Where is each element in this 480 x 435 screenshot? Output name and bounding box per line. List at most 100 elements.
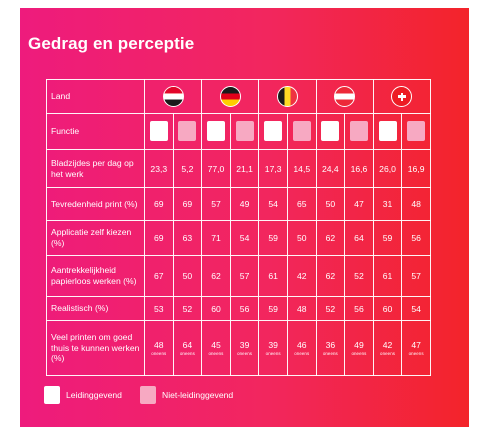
cell-value: 48 (154, 340, 164, 350)
table-row: Tevredenheid print (%) 69 69 57 49 54 65… (46, 187, 431, 221)
cell-sublabel: oneens (265, 351, 281, 356)
table-cell: 57 (201, 187, 231, 221)
cell-value: 39 (268, 340, 278, 350)
non-leading-person-icon (349, 120, 368, 141)
legend-non-leading: Niet-leidinggevend (140, 385, 233, 405)
country-belgium (258, 79, 317, 114)
table-cell: 57 (401, 255, 431, 297)
table-cell: 48 oneens (144, 320, 174, 376)
leading-person-icon (44, 386, 60, 404)
cell-sublabel: oneens (380, 351, 396, 356)
table-cell: 46 oneens (286, 320, 317, 376)
table-cell: 62 (315, 220, 346, 256)
table-cell: 53 (144, 296, 174, 321)
table-cell: 77,0 (201, 149, 231, 188)
cell-value: 49 (354, 340, 364, 350)
non-leading-person-icon (235, 120, 254, 141)
table-cell: 31 (372, 187, 403, 221)
behaviour-table: Land Functie Bladzijdes per dag op het w… (46, 79, 431, 376)
leading-person-icon (321, 120, 340, 141)
table-cell: 16,6 (344, 149, 374, 188)
table-cell: 23,3 (144, 149, 174, 188)
table-cell: 48 (401, 187, 431, 221)
function-row: Functie (46, 113, 431, 150)
table-cell: 61 (258, 255, 288, 297)
table-cell: 47 (344, 187, 374, 221)
table-cell: 48 (286, 296, 317, 321)
cell-value: 45 (211, 340, 221, 350)
table-cell: 50 (286, 220, 317, 256)
table-cell: 60 (372, 296, 403, 321)
table-cell: 71 (201, 220, 231, 256)
table-cell: 45 oneens (201, 320, 231, 376)
table-cell: 39 oneens (229, 320, 260, 376)
table-row: Realistisch (%) 53 52 60 56 59 48 52 56 … (46, 296, 431, 321)
table-cell: 64 (344, 220, 374, 256)
row-label: Tevredenheid print (%) (46, 187, 145, 221)
table-cell: 50 (315, 187, 346, 221)
table-cell: 49 (229, 187, 260, 221)
cell-sublabel: oneens (151, 351, 167, 356)
row-label: Applicatie zelf kiezen (%) (46, 220, 145, 256)
row-label: Veel printen om goed thuis te kunnen wer… (46, 320, 145, 376)
table-cell: 17,3 (258, 149, 288, 188)
table-cell: 61 (372, 255, 403, 297)
belgium-flag-icon (276, 86, 298, 107)
table-cell: 52 (315, 296, 346, 321)
land-label: Land (46, 79, 145, 114)
table-cell: 26,0 (372, 149, 403, 188)
table-cell: 14,5 (286, 149, 317, 188)
row-label: Bladzijdes per dag op het werk (46, 149, 145, 188)
table-cell: 42 (286, 255, 317, 297)
cell-value: 42 (382, 340, 393, 350)
leading-person-icon (378, 120, 397, 141)
table-cell: 16,9 (401, 149, 431, 188)
switzerland-flag-icon (391, 86, 413, 107)
legend-leading-label: Leidinggevend (66, 390, 122, 400)
table-cell: 62 (315, 255, 346, 297)
table-cell: 39 oneens (258, 320, 288, 376)
country-row: Land (46, 79, 431, 114)
table-cell: 52 (344, 255, 374, 297)
table-cell: 42 oneens (372, 320, 403, 376)
table-cell: 56 (344, 296, 374, 321)
table-cell: 57 (229, 255, 260, 297)
cell-sublabel: oneens (351, 351, 367, 356)
country-germany (201, 79, 260, 114)
cell-value: 36 (325, 340, 336, 350)
legend-non-leading-label: Niet-leidinggevend (162, 390, 234, 400)
table-cell: 50 (172, 255, 203, 297)
non-leading-person-icon (292, 120, 311, 141)
table-row: Bladzijdes per dag op het werk 23,3 5,2 … (46, 149, 431, 188)
austria-flag-icon (334, 86, 356, 107)
leading-person-icon (264, 120, 283, 141)
table-cell: 63 (172, 220, 203, 256)
table-cell: 54 (401, 296, 431, 321)
table-cell: 21,1 (229, 149, 260, 188)
table-cell: 62 (201, 255, 231, 297)
cell-sublabel: oneens (208, 351, 224, 356)
table-cell: 64 oneens (172, 320, 203, 376)
cell-value: 46 (296, 340, 307, 350)
non-leading-person-icon (140, 386, 156, 404)
cell-sublabel: oneens (294, 351, 310, 356)
table-cell: 49 oneens (344, 320, 374, 376)
table-cell: 69 (144, 187, 174, 221)
table-cell: 60 (201, 296, 231, 321)
table-cell: 59 (258, 220, 288, 256)
table-cell: 52 (172, 296, 203, 321)
table-cell: 54 (229, 220, 260, 256)
table-row: Veel printen om goed thuis te kunnen wer… (46, 320, 431, 376)
cell-sublabel: oneens (237, 351, 253, 356)
table-cell: 56 (229, 296, 260, 321)
functie-label: Functie (46, 113, 145, 150)
table-cell: 67 (144, 255, 174, 297)
country-switzerland (372, 79, 431, 114)
table-row: Aantrekkelijkheid papierloos werken (%) … (46, 255, 431, 297)
table-row: Applicatie zelf kiezen (%) 69 63 71 54 5… (46, 220, 431, 256)
table-cell: 59 (372, 220, 403, 256)
legend-leading: Leidinggevend (44, 385, 122, 405)
table-cell: 47 oneens (401, 320, 431, 376)
netherlands-flag-icon (162, 86, 184, 107)
country-austria (315, 79, 374, 114)
